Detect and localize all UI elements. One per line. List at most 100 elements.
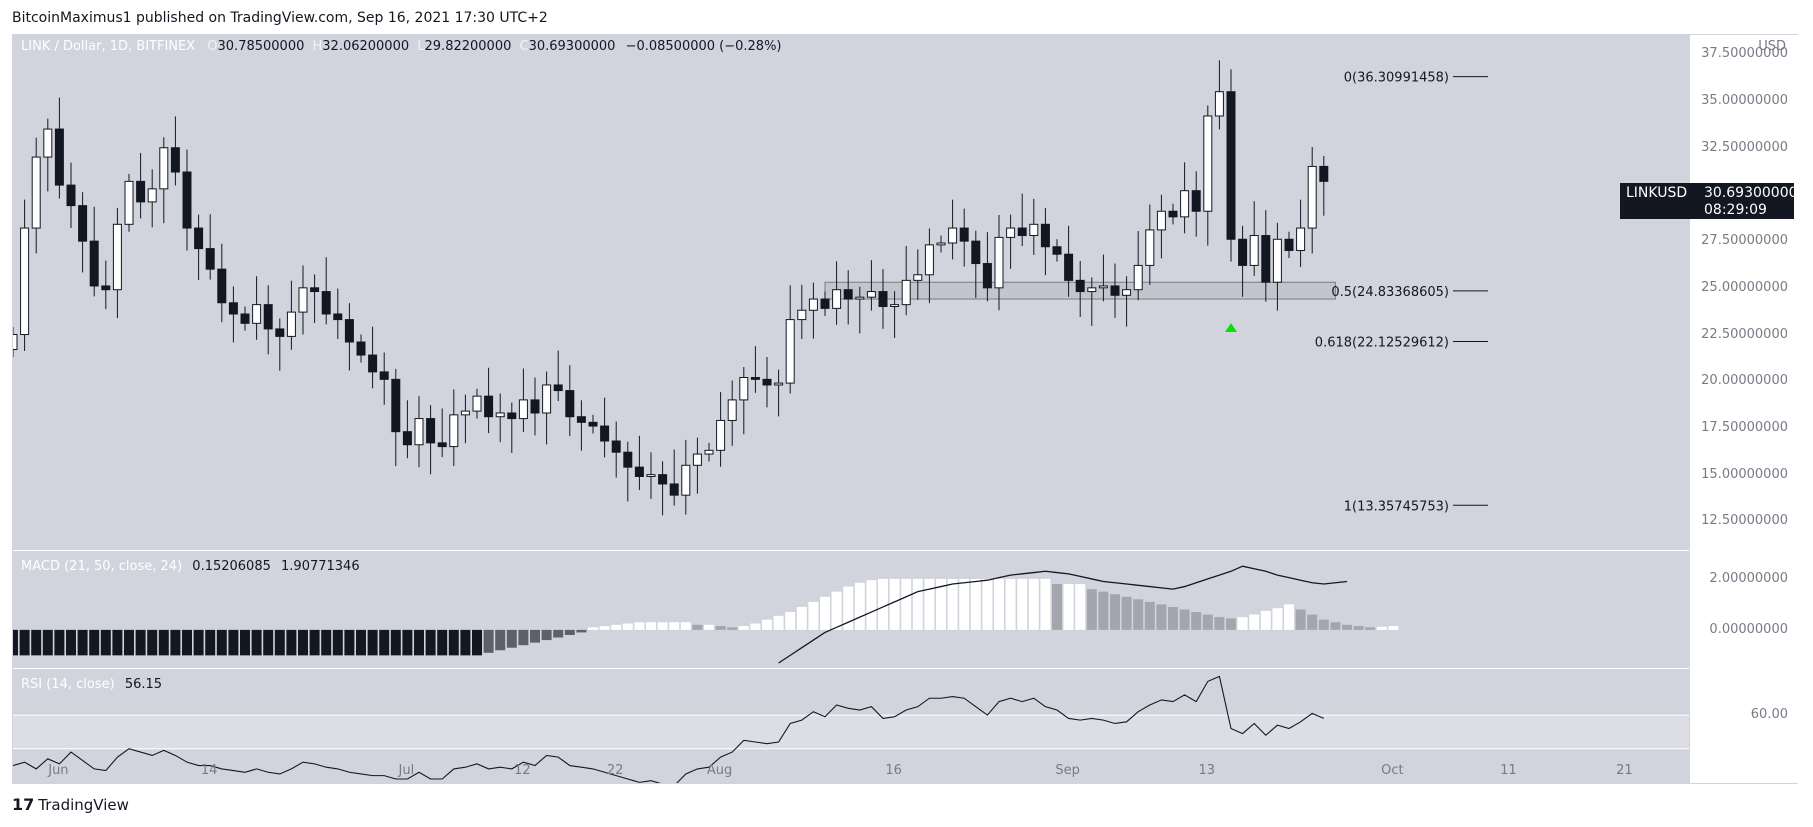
- candle: [623, 451, 633, 468]
- candle: [136, 180, 146, 203]
- macd-histogram-bar: [19, 629, 30, 656]
- legend-open-value: 30.78500000: [217, 39, 305, 54]
- macd-chart[interactable]: [13, 551, 1689, 668]
- macd-histogram-bar: [1342, 624, 1352, 630]
- candle: [449, 414, 459, 448]
- candle: [1284, 238, 1294, 251]
- price-chart[interactable]: 0(36.30991458) 0.5(24.83368605) 0.618(22.1…: [13, 35, 1689, 550]
- macd-histogram-bar: [1307, 614, 1318, 630]
- chart-frame[interactable]: 0(36.30991458) 0.5(24.83368605) 0.618(22.1…: [12, 34, 1798, 784]
- candle: [727, 399, 737, 421]
- candle: [124, 180, 134, 225]
- macd-histogram-bar: [646, 622, 656, 630]
- macd-histogram-bar: [356, 629, 366, 656]
- macd-histogram-bar: [251, 629, 262, 656]
- macd-histogram-bar: [1133, 599, 1144, 630]
- macd-histogram-bar: [553, 629, 564, 638]
- candle: [275, 328, 285, 337]
- macd-histogram-bar: [1353, 626, 1364, 630]
- macd-histogram-bar: [66, 629, 76, 656]
- price-axis[interactable]: USD 37.50000000 35.00000000 32.50000000 30.…: [1689, 35, 1798, 783]
- candle: [1087, 287, 1097, 293]
- candle: [437, 442, 447, 448]
- macd-histogram-bar: [1260, 610, 1271, 630]
- rsi-tick-label: 60.00: [1750, 707, 1788, 723]
- macd-histogram-bar: [692, 624, 703, 630]
- candle: [217, 268, 227, 304]
- time-tick-label: Jul: [398, 763, 415, 778]
- macd-histogram-bar: [274, 629, 285, 656]
- macd-histogram-bar: [1388, 626, 1399, 630]
- time-tick-label: Sep: [1055, 763, 1080, 778]
- macd-histogram-bar: [924, 578, 935, 630]
- rsi-chart[interactable]: [13, 669, 1689, 783]
- macd-histogram-bar: [158, 629, 169, 656]
- candle: [1133, 264, 1143, 291]
- price-tick-label: 12.50000000: [1701, 513, 1788, 529]
- candle: [936, 242, 946, 246]
- candle: [1296, 227, 1306, 251]
- candle: [1145, 229, 1155, 266]
- macd-histogram-bar: [866, 580, 877, 630]
- macd-histogram-bar: [773, 615, 784, 630]
- macd-histogram-bar: [414, 629, 424, 656]
- candle: [820, 298, 830, 309]
- macd-histogram-bar: [704, 624, 714, 630]
- candle: [112, 223, 122, 291]
- macd-histogram-bar: [1144, 601, 1155, 630]
- price-tick-label: 17.50000000: [1701, 419, 1788, 435]
- candle: [739, 376, 749, 401]
- macd-histogram-bar: [750, 623, 761, 630]
- candle: [495, 412, 505, 418]
- fib-level-label: 1(13.35745753): [1344, 499, 1449, 514]
- macd-histogram-bar: [170, 629, 181, 656]
- candle: [785, 319, 795, 384]
- candle: [205, 248, 215, 270]
- legend-symbol: LINK / Dollar, 1D, BITFINEX: [21, 39, 196, 54]
- time-tick-label: 13: [1198, 763, 1216, 778]
- macd-tick-label: 0.00000000: [1709, 621, 1788, 637]
- candle: [774, 382, 784, 386]
- macd-histogram-bar: [889, 578, 900, 630]
- price-tick-label: 22.50000000: [1701, 326, 1788, 342]
- candle: [170, 147, 180, 173]
- candle: [600, 425, 610, 442]
- time-tick-label: 16: [885, 763, 902, 778]
- macd-histogram-bar: [530, 629, 540, 643]
- candle: [797, 309, 807, 321]
- fib-level-label: 0(36.30991458): [1344, 71, 1449, 86]
- rsi-panel[interactable]: RSI (14, close) 56.15: [13, 669, 1689, 783]
- rsi-legend-value: 56.15: [124, 677, 163, 692]
- candle: [716, 419, 726, 451]
- ticker-symbol: LINKUSD: [1626, 185, 1688, 201]
- time-axis[interactable]: Jun 14 Jul 12 22 Aug 16 Sep 13 Oct 11 21: [12, 759, 1688, 782]
- macd-histogram-bar: [634, 622, 645, 630]
- macd-histogram-bar: [901, 578, 912, 630]
- macd-histogram-bar: [576, 629, 587, 633]
- time-tick-label: Oct: [1381, 763, 1404, 778]
- candle: [1203, 115, 1213, 212]
- candle: [333, 313, 343, 321]
- macd-histogram-bar: [205, 629, 216, 656]
- macd-histogram-bar: [1226, 618, 1236, 630]
- macd-histogram-bar: [437, 629, 448, 656]
- macd-histogram-bar: [472, 629, 482, 656]
- macd-panel[interactable]: MACD (21, 50, close, 24) 0.15206085 1.90…: [13, 551, 1689, 668]
- candle: [681, 464, 691, 496]
- candle: [948, 227, 958, 244]
- macd-histogram-bar: [425, 629, 436, 656]
- candle: [890, 304, 900, 308]
- candle: [1006, 227, 1016, 238]
- candle: [344, 319, 354, 343]
- ticker-price: 30.69300000: [1704, 185, 1798, 201]
- candle: [1075, 279, 1085, 293]
- macd-histogram-bar: [994, 578, 1004, 630]
- candle: [808, 298, 818, 311]
- price-panel[interactable]: 0(36.30991458) 0.5(24.83368605) 0.618(22.1…: [13, 35, 1689, 550]
- macd-histogram-bar: [1156, 604, 1167, 630]
- macd-histogram-bar: [1284, 604, 1294, 630]
- macd-histogram-bar: [89, 629, 100, 656]
- macd-histogram-bar: [1202, 614, 1213, 630]
- legend-high-value: 32.06200000: [322, 39, 410, 54]
- price-tick-label: 20.00000000: [1701, 373, 1788, 389]
